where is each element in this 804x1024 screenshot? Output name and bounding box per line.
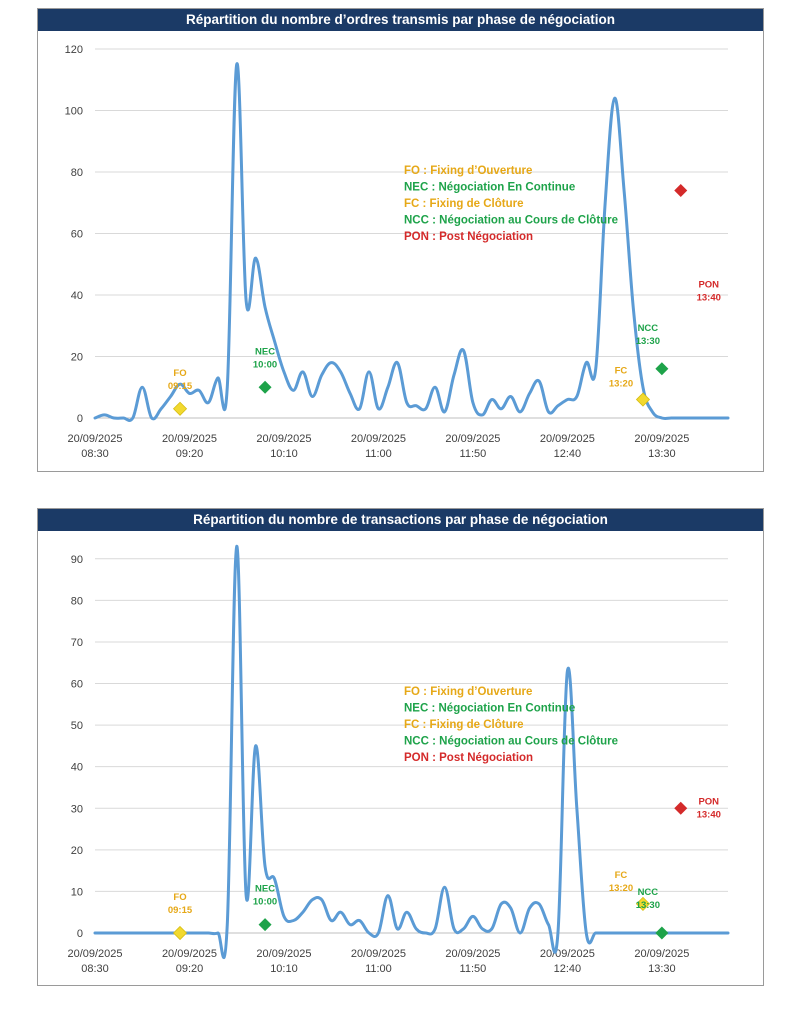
marker-time: 10:00 (253, 897, 277, 908)
marker-time: 09:15 (168, 381, 193, 392)
y-tick-label: 60 (71, 229, 83, 241)
marker-label: NCC (638, 887, 659, 898)
marker-label: FC (615, 870, 628, 881)
y-tick-label: 100 (65, 106, 83, 118)
marker-pon (674, 801, 688, 815)
series-line (93, 544, 730, 959)
transactions-line-chart: 0 10 20 30 40 50 60 70 80 90 20/09/2025 08:30 20/09/… (67, 544, 730, 975)
marker-time: 13:30 (636, 900, 660, 911)
marker-time: 13:30 (636, 336, 660, 347)
x-tick-label: 20/09/2025 (351, 433, 406, 445)
x-tick-label: 12:40 (554, 963, 582, 975)
marker-label: NEC (255, 346, 275, 357)
marker-label: PON (698, 796, 719, 807)
y-tick-label: 90 (71, 554, 83, 566)
y-tick-label: 10 (71, 886, 83, 898)
y-tick-label: 0 (77, 413, 83, 425)
gridlines (95, 48, 728, 419)
x-tick-label: 20/09/2025 (162, 433, 217, 445)
x-tick-label: 09:20 (176, 448, 204, 460)
x-tick-label: 13:30 (648, 963, 676, 975)
x-tick-label: 20/09/2025 (67, 433, 122, 445)
x-tick-label: 11:50 (460, 963, 487, 975)
x-tick-label: 10:10 (270, 448, 298, 460)
series-line (93, 62, 730, 422)
chart-title: Répartition du nombre de transactions pa… (38, 509, 763, 531)
y-tick-label: 30 (71, 803, 83, 815)
y-tick-label: 40 (71, 762, 83, 774)
legend-entry: NCC : Négociation au Cours de Clôture (404, 215, 618, 227)
legend-entry: FO : Fixing d’Ouverture (404, 165, 532, 177)
y-tick-label: 80 (71, 595, 83, 607)
marker-nec (258, 380, 272, 394)
marker-ncc (655, 926, 669, 940)
marker-label: NCC (638, 323, 659, 334)
marker-label: FC (615, 366, 628, 377)
legend-entry: NEC : Négociation En Continue (404, 703, 575, 715)
x-tick-label: 20/09/2025 (540, 948, 595, 960)
y-tick-label: 80 (71, 167, 83, 179)
legend-entry: NCC : Négociation au Cours de Clôture (404, 736, 618, 748)
marker-pon (674, 183, 688, 197)
marker-time: 10:00 (253, 359, 277, 370)
marker-ncc (655, 362, 669, 376)
x-tick-label: 20/09/2025 (256, 433, 311, 445)
x-tick-label: 20/09/2025 (540, 433, 595, 445)
x-tick-label: 08:30 (81, 963, 109, 975)
orders-line-chart: 0 20 40 60 80 100 120 20/09/2025 08:30 20/09/2025… (65, 44, 730, 460)
orders-chart-panel: Répartition du nombre d’ordres transmis … (37, 8, 764, 472)
marker-time: 13:20 (609, 379, 633, 390)
marker-fo (172, 925, 188, 941)
x-tick-label: 20/09/2025 (67, 948, 122, 960)
x-tick-label: 12:40 (554, 448, 582, 460)
x-tick-label: 11:00 (365, 963, 392, 975)
y-tick-label: 20 (71, 352, 83, 364)
x-tick-label: 08:30 (81, 448, 109, 460)
x-tick-label: 11:00 (365, 448, 392, 460)
y-tick-label: 0 (77, 928, 83, 940)
marker-label: PON (698, 279, 719, 290)
x-tick-label: 20/09/2025 (256, 948, 311, 960)
y-tick-label: 70 (71, 637, 83, 649)
marker-fo (172, 401, 188, 416)
x-tick-label: 20/09/2025 (351, 948, 406, 960)
y-tick-label: 40 (71, 290, 83, 302)
x-tick-label: 20/09/2025 (162, 948, 217, 960)
marker-fc (635, 392, 651, 407)
marker-fc (635, 896, 651, 911)
y-tick-label: 50 (71, 720, 83, 732)
y-tick-label: 120 (65, 44, 83, 56)
legend-entry: FC : Fixing de Clôture (404, 198, 523, 210)
marker-time: 13:20 (609, 883, 633, 894)
x-tick-label: 20/09/2025 (634, 948, 689, 960)
x-tick-label: 20/09/2025 (634, 433, 689, 445)
legend-entry: FO : Fixing d’Ouverture (404, 686, 532, 698)
x-tick-label: 09:20 (176, 963, 204, 975)
y-tick-label: 60 (71, 679, 83, 691)
x-tick-label: 20/09/2025 (445, 433, 500, 445)
legend-entry: NEC : Négociation En Continue (404, 182, 575, 194)
chart-title: Répartition du nombre d’ordres transmis … (38, 9, 763, 31)
legend-entry: PON : Post Négociation (404, 231, 533, 243)
x-tick-label: 20/09/2025 (445, 948, 500, 960)
legend-entry: PON : Post Négociation (404, 752, 533, 764)
marker-label: FO (173, 368, 186, 379)
marker-time: 09:15 (168, 905, 193, 916)
marker-label: NEC (255, 884, 275, 895)
marker-label: FO (173, 892, 186, 903)
x-tick-label: 13:30 (648, 448, 676, 460)
marker-time: 13:40 (697, 292, 721, 303)
marker-time: 13:40 (697, 809, 721, 820)
y-tick-label: 20 (71, 845, 83, 857)
x-tick-label: 10:10 (270, 963, 298, 975)
x-tick-label: 11:50 (460, 448, 487, 460)
transactions-chart-panel: Répartition du nombre de transactions pa… (37, 508, 764, 986)
marker-nec (258, 918, 272, 932)
legend-entry: FC : Fixing de Clôture (404, 719, 523, 731)
